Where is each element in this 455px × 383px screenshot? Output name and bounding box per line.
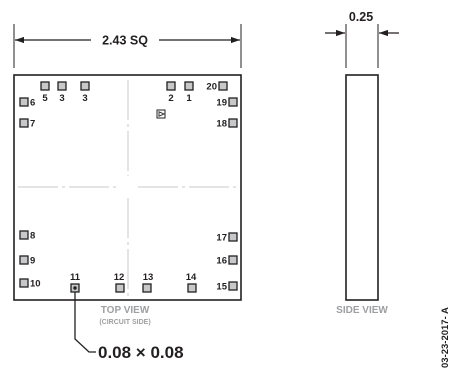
top-view-label: TOP VIEW (101, 305, 150, 316)
pin-label-8: 8 (30, 231, 35, 242)
package-body-side (345, 74, 379, 301)
pin-label-2: 2 (168, 93, 173, 104)
pin-label-5: 5 (42, 93, 48, 104)
pad-19 (228, 97, 238, 107)
thickness-dimension-label: 0.25 (349, 10, 373, 24)
pad-9 (19, 255, 29, 265)
pin-label-9: 9 (30, 256, 35, 267)
pin-label-20: 20 (206, 82, 217, 93)
pad-13 (142, 283, 152, 293)
pin-label-3b: 3 (82, 93, 87, 104)
pad-14 (187, 283, 197, 293)
pin-label-16: 16 (216, 256, 227, 267)
pad-8 (19, 230, 29, 240)
pad-3b (80, 81, 90, 91)
pad-7 (19, 118, 29, 128)
pad-17 (228, 232, 238, 242)
pad-10 (19, 278, 29, 288)
pad-15 (228, 281, 238, 291)
pin-label-19: 19 (216, 98, 227, 109)
pin-label-17: 17 (216, 233, 227, 244)
pin-label-15: 15 (216, 282, 227, 293)
pin-label-18: 18 (216, 119, 227, 130)
pad-12 (115, 283, 125, 293)
pin-label-14: 14 (186, 272, 197, 283)
top-view-sublabel: (CIRCUIT SIDE) (99, 319, 150, 326)
pad-1 (184, 81, 194, 91)
center-lines (18, 80, 237, 296)
pin1-triangle-marker (156, 109, 166, 119)
side-view-label: SIDE VIEW (336, 305, 388, 316)
pin-label-7: 7 (30, 119, 35, 130)
pin-label-6: 6 (30, 98, 35, 109)
pad-16 (228, 255, 238, 265)
pin-label-13: 13 (143, 272, 154, 283)
pin-label-10: 10 (30, 279, 41, 290)
pin-label-12: 12 (114, 272, 125, 283)
pad-5 (40, 81, 50, 91)
width-dimension: 2.43 SQ (13, 24, 242, 68)
pad-18 (228, 118, 238, 128)
drawing-code: 03-23-2017- A (440, 307, 451, 368)
pads (19, 81, 238, 293)
pad-2 (166, 81, 176, 91)
pad-6 (19, 97, 29, 107)
pin-label-1: 1 (186, 93, 192, 104)
pin-label-3a: 3 (59, 93, 64, 104)
pad-size-leader: 0.08 × 0.08 (74, 292, 184, 362)
width-dimension-label: 2.43 SQ (102, 34, 148, 48)
pin-numbers: 5 3 3 2 1 20 6 7 8 9 10 19 18 17 16 15 1… (30, 82, 228, 293)
pad-size-dimension-label: 0.08 × 0.08 (98, 343, 184, 362)
pad-3a (57, 81, 67, 91)
thickness-dimension: 0.25 (325, 10, 399, 68)
pin-label-11: 11 (70, 272, 81, 283)
pad-20 (218, 81, 228, 91)
